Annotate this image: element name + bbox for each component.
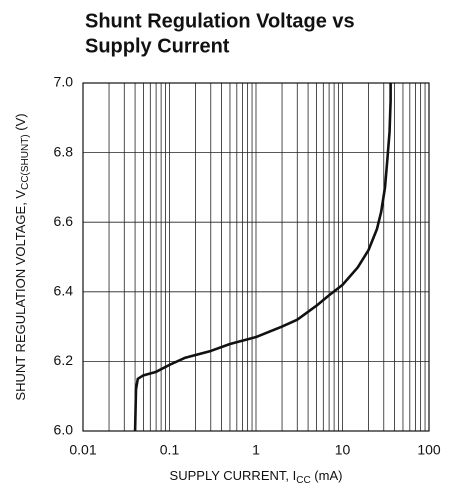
x-tick-label: 1 — [252, 442, 260, 458]
y-tick-label: 6.8 — [54, 143, 74, 159]
y-axis-label: SHUNT REGULATION VOLTAGE, VCC(SHUNT) (V) — [13, 113, 30, 400]
x-tick-label: 10 — [335, 442, 351, 458]
curve — [133, 83, 392, 432]
y-tick-label: 6.4 — [54, 283, 74, 299]
x-axis-label-text: SUPPLY CURRENT, I — [170, 468, 297, 483]
y-axis-label-unit: (V) — [13, 113, 28, 134]
x-tick-label: 0.1 — [160, 442, 180, 458]
y-tick-label: 6.2 — [54, 352, 74, 368]
x-tick-label: 0.01 — [69, 442, 96, 458]
chart-title: Shunt Regulation Voltage vs — [85, 10, 355, 32]
y-tick-label: 7.0 — [54, 74, 74, 90]
x-tick-label: 100 — [417, 442, 441, 458]
y-axis-label-text: SHUNT REGULATION VOLTAGE, V — [13, 190, 28, 401]
chart-title: Supply Current — [85, 35, 230, 57]
x-axis-label-unit: (mA) — [311, 468, 343, 483]
x-axis-label-sub: CC — [296, 475, 310, 486]
y-axis-label-sub: CC(SHUNT) — [20, 134, 31, 190]
x-axis-label: SUPPLY CURRENT, ICC (mA) — [170, 468, 343, 485]
y-tick-label: 6.0 — [54, 422, 74, 438]
y-tick-label: 6.6 — [54, 213, 74, 229]
plot-frame — [82, 82, 430, 432]
